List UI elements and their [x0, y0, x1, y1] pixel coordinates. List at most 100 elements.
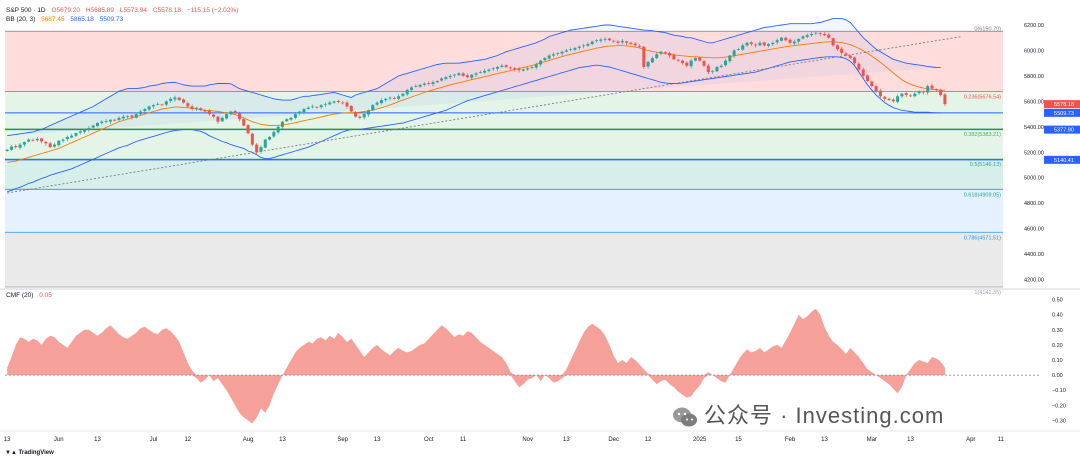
cmf-legend[interactable]: CMF (20) 0.05 — [6, 292, 56, 300]
candle-body — [676, 59, 680, 61]
candle-body — [427, 83, 431, 84]
candle-body — [827, 34, 831, 38]
candle-body — [921, 91, 925, 93]
fib-label-0.618: 0.618(4909.05) — [964, 192, 1001, 198]
candle-body — [702, 61, 706, 66]
candle-body — [620, 40, 624, 43]
candle-body — [57, 140, 61, 146]
candle-body — [556, 52, 560, 54]
candle-body — [52, 144, 56, 147]
candle-body — [306, 107, 310, 109]
candle-body — [887, 98, 891, 101]
fib-zone-2 — [5, 128, 1003, 160]
candle-body — [857, 63, 861, 70]
candle-body — [87, 128, 91, 130]
price-axis-tick: 5800.00 — [1024, 74, 1044, 80]
candle-body — [715, 66, 719, 72]
change-value: −115.15 (−2.02%) — [186, 7, 239, 14]
candle-body — [83, 129, 87, 132]
candle-body — [883, 96, 887, 99]
price-tag-label-0: 5578.18 — [1054, 102, 1074, 108]
candle-body — [594, 40, 598, 42]
fib-zone-3 — [5, 159, 1003, 190]
candle-body — [293, 114, 297, 118]
time-axis-tick: 13 — [4, 437, 11, 443]
candle-body — [186, 103, 190, 107]
candle-body — [818, 33, 822, 34]
candle-body — [689, 60, 693, 67]
candle-body — [212, 114, 216, 117]
candle-body — [61, 139, 65, 141]
candle-body — [775, 40, 779, 43]
candle-body — [448, 75, 452, 78]
time-axis-tick: Nov — [522, 437, 533, 443]
candle-body — [147, 106, 151, 110]
candle-body — [70, 135, 74, 138]
candle-body — [616, 41, 620, 43]
candle-body — [470, 74, 474, 78]
trend-line — [7, 36, 963, 194]
bb-basis-value: 5687.45 — [41, 16, 65, 23]
candle-body — [199, 108, 203, 111]
candle-body — [848, 55, 852, 59]
candle-body — [840, 48, 844, 53]
candle-body — [762, 42, 766, 46]
tradingview-logo[interactable]: ▼▲ TradingView — [5, 450, 54, 456]
price-tag-0 — [1044, 100, 1080, 109]
candle-body — [323, 103, 327, 105]
candle-body — [530, 66, 534, 68]
candle-body — [182, 99, 186, 103]
price-tag-1 — [1044, 108, 1080, 117]
candle-body — [74, 133, 78, 136]
candle-body — [771, 42, 775, 45]
candle-body — [934, 89, 938, 90]
candle-body — [229, 111, 233, 115]
time-axis-tick: Feb — [785, 437, 796, 443]
candle-body — [315, 106, 319, 108]
candle-body — [904, 93, 908, 95]
bb-legend[interactable]: BB (20, 3) 5687.45 5865.18 5509.73 — [6, 16, 127, 24]
bb-lower-value: 5509.73 — [99, 16, 124, 23]
fib-zone-4 — [5, 189, 1003, 233]
fib-zone-0 — [5, 31, 1003, 92]
candle-body — [607, 38, 611, 41]
candle-body — [896, 96, 900, 102]
candle-body — [539, 60, 543, 65]
candle-body — [526, 68, 530, 70]
fib-label-0.236: 0.236(5676.54) — [964, 95, 1001, 101]
time-axis-tick: 13 — [374, 437, 381, 443]
candle-body — [332, 101, 336, 103]
candle-body — [40, 138, 44, 142]
fib-label-0.5: 0.5(5146.13) — [970, 162, 1001, 168]
candle-body — [719, 65, 723, 67]
candle-body — [797, 38, 801, 42]
candle-body — [706, 65, 710, 73]
tradingview-label: TradingView — [18, 450, 54, 456]
cmf-axis-tick: 0.30 — [1052, 328, 1063, 334]
price-tag-3 — [1044, 155, 1080, 164]
candle-body — [659, 51, 663, 54]
candle-body — [190, 106, 194, 109]
low-value: L5573.94 — [119, 7, 147, 14]
candle-body — [943, 94, 947, 105]
candle-body — [9, 146, 13, 150]
candle-body — [242, 119, 246, 126]
candle-body — [569, 49, 573, 50]
candle-body — [371, 105, 375, 111]
candle-body — [431, 82, 435, 85]
candle-body — [650, 58, 654, 63]
time-axis-tick: Oct — [424, 437, 434, 443]
time-axis-tick: 12 — [184, 437, 191, 443]
time-axis-tick: Sep — [337, 437, 348, 443]
time-axis-tick: 13 — [279, 437, 286, 443]
cmf-axis-tick: −0.10 — [1052, 388, 1066, 394]
candle-body — [138, 111, 143, 115]
candle-body — [22, 142, 26, 145]
candle-body — [422, 83, 426, 85]
fib-label-0: 0(6150.70) — [974, 26, 1001, 32]
time-axis-tick: Aug — [243, 437, 254, 443]
candle-body — [65, 136, 69, 140]
candle-body — [95, 122, 99, 127]
candle-body — [745, 42, 749, 46]
